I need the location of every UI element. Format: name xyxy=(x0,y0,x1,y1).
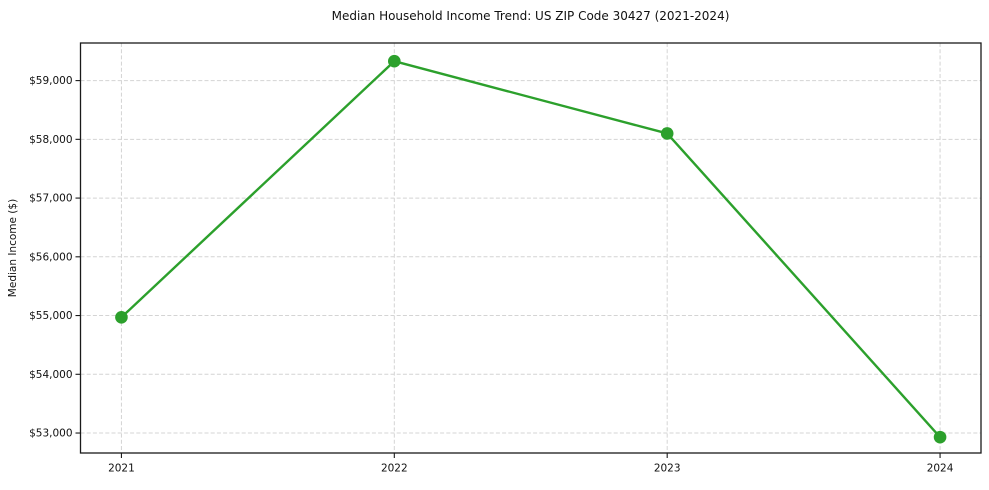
data-point-marker xyxy=(115,311,128,324)
trend-line xyxy=(120,60,942,439)
y-tick-label: $57,000 xyxy=(29,193,72,205)
axis-ticks xyxy=(75,80,941,458)
chart-title: Median Household Income Trend: US ZIP Co… xyxy=(331,9,730,23)
y-tick-label: $59,000 xyxy=(29,75,72,87)
gridlines xyxy=(80,43,981,453)
x-tick-label: 2022 xyxy=(381,463,408,475)
data-point-marker xyxy=(933,430,947,444)
data-point-marker xyxy=(660,127,674,140)
data-point-marker xyxy=(388,54,401,68)
x-tick-label: 2023 xyxy=(654,463,681,475)
data-points xyxy=(115,54,947,444)
plot-border xyxy=(79,42,982,454)
y-tick-label: $53,000 xyxy=(29,428,72,440)
axis-tick-labels: $53,000 $54,000 $55,000 $56,000 $57,000 $58,0… xyxy=(29,75,954,474)
x-tick-label: 2024 xyxy=(927,463,954,475)
y-tick-label: $54,000 xyxy=(29,369,72,381)
y-tick-label: $58,000 xyxy=(29,134,72,146)
x-tick-label: 2021 xyxy=(108,463,135,475)
y-tick-label: $56,000 xyxy=(29,251,72,263)
y-tick-label: $55,000 xyxy=(29,310,72,322)
